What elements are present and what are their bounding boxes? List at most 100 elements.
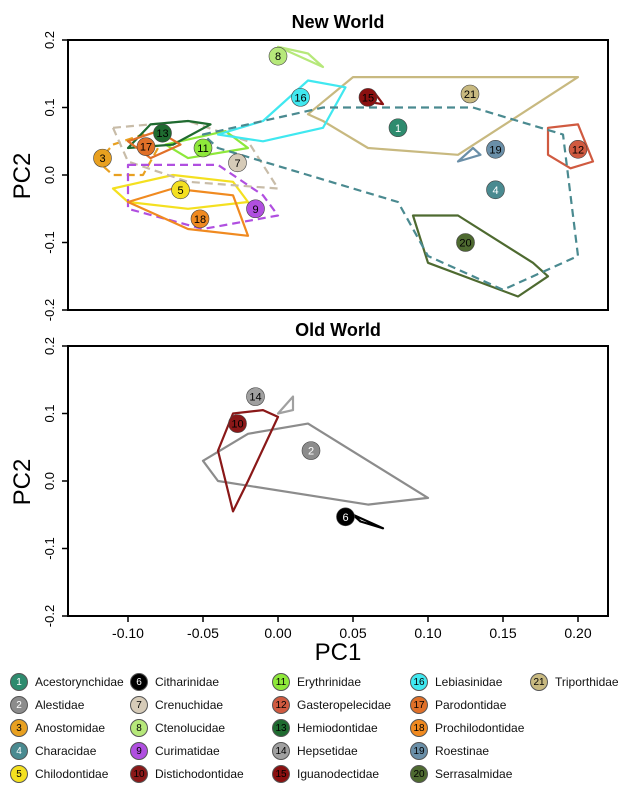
hull-14 bbox=[276, 395, 295, 415]
legend-item: 15 Iguanodectidae bbox=[272, 764, 379, 784]
legend-swatch: 18 bbox=[410, 719, 428, 737]
point-10 bbox=[228, 414, 247, 433]
legend-item: 13 Hemiodontidae bbox=[272, 718, 378, 738]
legend-label: Crenuchidae bbox=[155, 698, 224, 712]
y-axis-label: PC2 bbox=[9, 459, 36, 506]
legend-swatch: 15 bbox=[272, 765, 290, 783]
hull-13 bbox=[126, 119, 212, 150]
legend-swatch: 9 bbox=[130, 742, 148, 760]
point-label-9: 9 bbox=[252, 204, 258, 216]
point-label-11: 11 bbox=[197, 143, 208, 155]
legend-swatch: 7 bbox=[130, 696, 148, 714]
y-tick-label: -0.2 bbox=[42, 299, 57, 321]
hull-8 bbox=[276, 45, 325, 69]
panel-title: Old World bbox=[295, 320, 381, 340]
point-4 bbox=[486, 180, 505, 200]
point-label-2: 2 bbox=[308, 446, 314, 458]
legend-item: 21 Triporthidae bbox=[530, 672, 619, 692]
legend-swatch: 20 bbox=[410, 765, 428, 783]
legend-swatch: 4 bbox=[10, 742, 28, 760]
legend-item: 14 Hepsetidae bbox=[272, 741, 358, 761]
legend-label: Prochilodontidae bbox=[435, 721, 525, 735]
point-label-8: 8 bbox=[275, 51, 281, 63]
point-label-5: 5 bbox=[177, 185, 183, 197]
point-2 bbox=[301, 441, 321, 460]
legend-label: Curimatidae bbox=[155, 744, 220, 758]
group-points: 2 6 10 14 bbox=[228, 387, 355, 527]
point-18 bbox=[190, 209, 210, 229]
point-5 bbox=[171, 180, 190, 200]
hull-16 bbox=[216, 79, 347, 143]
legend-item: 2 Alestidae bbox=[10, 695, 84, 715]
point-label-15: 15 bbox=[362, 92, 374, 104]
legend-swatch: 14 bbox=[272, 742, 290, 760]
y-tick-label: 0.2 bbox=[42, 31, 57, 49]
x-tick-label: 0.05 bbox=[339, 625, 366, 641]
hull-10 bbox=[216, 409, 280, 513]
y-tick-label: -0.1 bbox=[42, 231, 57, 253]
legend-item: 20 Serrasalmidae bbox=[410, 764, 512, 784]
y-ticks: -0.2 -0.1 0.0 0.1 0.2 bbox=[42, 31, 68, 321]
y-tick-label: 0.0 bbox=[42, 472, 57, 490]
x-axis-label: PC1 bbox=[315, 639, 362, 660]
point-21 bbox=[460, 84, 480, 104]
point-15 bbox=[358, 88, 378, 107]
legend-swatch: 8 bbox=[130, 719, 148, 737]
panel-title: New World bbox=[292, 12, 385, 32]
point-label-6: 6 bbox=[342, 512, 348, 524]
hull-6 bbox=[351, 513, 385, 530]
legend-label: Ctenolucidae bbox=[155, 721, 226, 735]
x-ticks: -0.10 -0.05 0.00 0.05 0.10 0.15 0.20 bbox=[112, 616, 592, 641]
legend-swatch: 11 bbox=[272, 673, 290, 691]
group-hulls bbox=[201, 395, 430, 530]
legend-swatch: 1 bbox=[10, 673, 28, 691]
legend-item: 18 Prochilodontidae bbox=[410, 718, 524, 738]
point-12 bbox=[568, 140, 588, 159]
legend-label: Lebiasinidae bbox=[435, 675, 503, 689]
legend-label: Erythrinidae bbox=[297, 675, 362, 689]
point-3 bbox=[93, 148, 112, 168]
point-19 bbox=[486, 140, 505, 159]
point-6 bbox=[336, 507, 355, 527]
legend-label: Anostomidae bbox=[35, 721, 106, 735]
plot-frame bbox=[67, 345, 609, 617]
legend-item: 9 Curimatidae bbox=[130, 741, 220, 761]
x-tick-label: 0.15 bbox=[489, 625, 516, 641]
legend-item: 7 Crenuchidae bbox=[130, 695, 223, 715]
legend-label: Iguanodectidae bbox=[297, 767, 380, 781]
hull-2 bbox=[201, 422, 430, 506]
legend-item: 17 Parodontidae bbox=[410, 695, 506, 715]
legend-item: 16 Lebiasinidae bbox=[410, 672, 502, 692]
point-label-16: 16 bbox=[294, 92, 306, 104]
point-label-20: 20 bbox=[459, 238, 471, 250]
hull-11 bbox=[164, 130, 250, 160]
legend-swatch: 3 bbox=[10, 719, 28, 737]
x-tick-label: -0.10 bbox=[112, 625, 144, 641]
point-1 bbox=[388, 118, 408, 138]
point-9 bbox=[246, 199, 265, 219]
legend-label: Serrasalmidae bbox=[435, 767, 513, 781]
legend-item: 6 Citharinidae bbox=[130, 672, 219, 692]
legend-swatch: 5 bbox=[10, 765, 28, 783]
legend-item: 3 Anostomidae bbox=[10, 718, 105, 738]
legend-item: 12 Gasteropelecidae bbox=[272, 695, 391, 715]
legend-swatch: 12 bbox=[272, 696, 290, 714]
legend-item: 5 Chilodontidae bbox=[10, 764, 108, 784]
point-label-3: 3 bbox=[99, 153, 105, 165]
legend-label: Hemiodontidae bbox=[297, 721, 378, 735]
point-17 bbox=[136, 137, 156, 156]
legend-label: Characidae bbox=[35, 744, 97, 758]
legend-label: Citharinidae bbox=[155, 675, 220, 689]
legend-item: 10 Distichodontidae bbox=[130, 764, 244, 784]
y-tick-label: -0.1 bbox=[42, 537, 57, 559]
x-tick-label: 0.20 bbox=[564, 625, 591, 641]
hull-14n bbox=[201, 106, 580, 291]
point-14 bbox=[246, 387, 265, 406]
point-8 bbox=[268, 46, 288, 66]
point-11 bbox=[193, 138, 213, 158]
hull-12 bbox=[546, 123, 595, 170]
legend-label: Parodontidae bbox=[435, 698, 507, 712]
legend-label: Triporthidae bbox=[555, 675, 619, 689]
group-hulls bbox=[96, 45, 595, 298]
legend-swatch: 6 bbox=[130, 673, 148, 691]
